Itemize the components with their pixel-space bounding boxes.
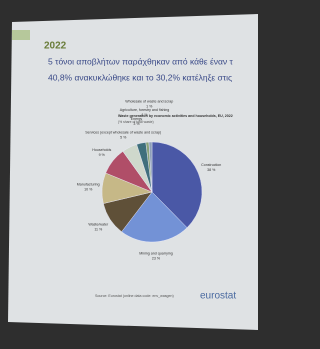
slice-value-label: 10 % [84,187,93,191]
bullet: 40,8% ανακυκλώθηκε και το 30,2% κατέληξε… [48,72,232,82]
slice-label: Agriculture, forestry and fishing [120,108,170,112]
photo: 2022 5 τόνοι αποβλήτων παράχθηκαν από κά… [0,0,260,349]
slice-label: Services (except wholesale of waste and … [85,130,161,134]
slice-label: Energy [131,117,143,121]
heading: 2022 [44,41,67,52]
slice-label: Manufacturing [77,182,100,186]
slide: 2022 5 τόνοι αποβλήτων παράχθηκαν από κά… [0,0,260,349]
logo-accent [12,30,30,40]
bullet: 5 τόνοι αποβλήτων παράχθηκαν από κάθε έν… [48,56,234,66]
slice-label: Construction [201,163,221,167]
slice-value-label: 23 % [152,256,161,260]
source: Source: Eurostat (online data code: env_… [95,294,174,298]
slice-value-label: 38 % [207,168,216,172]
slice-value-label: 1 % [141,113,148,117]
slice-label: Households [92,148,111,152]
logo: eurostat [200,291,236,302]
slice-value-label: 5 % [120,135,127,139]
slice-value-label: 3 % [133,122,140,126]
slice-value-label: 1 % [146,104,153,108]
slice-label: Wholesale of waste and scrap [125,99,173,103]
slice-value-label: 11 % [94,227,103,231]
slice-label: Mining and quarrying [139,251,173,255]
slice-value-label: 9 % [99,153,106,157]
slice-label: Waste/water [88,222,109,226]
